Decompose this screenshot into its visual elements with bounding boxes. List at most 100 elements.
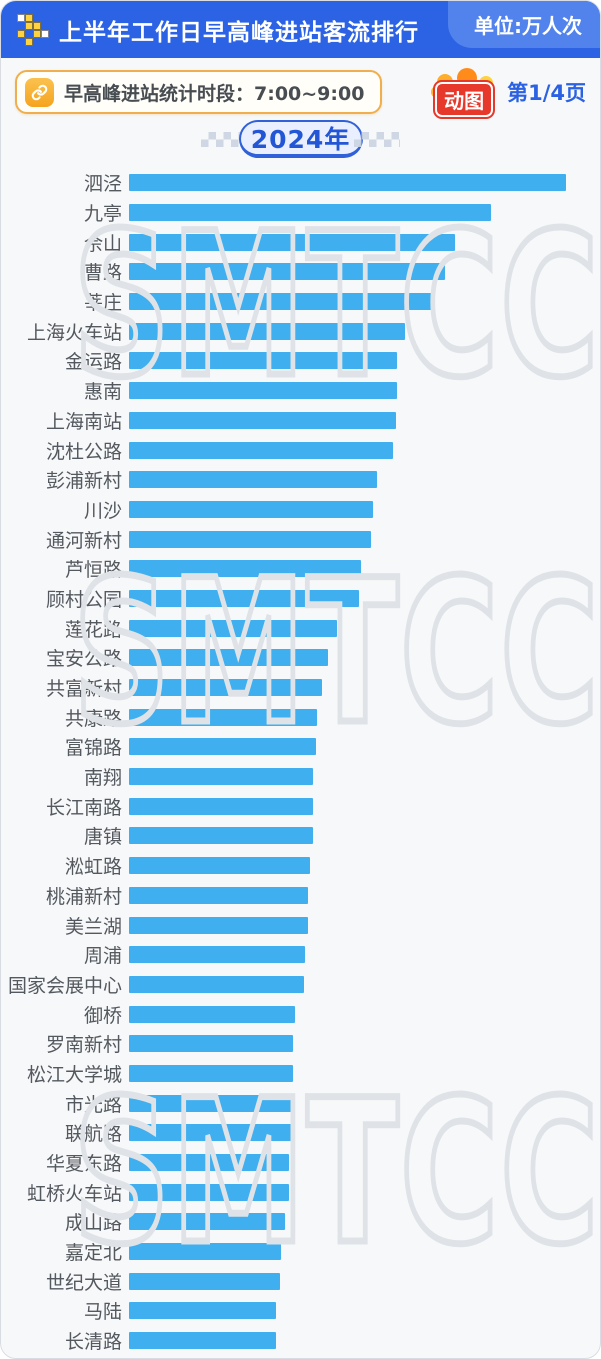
chart-row: 佘山 (1, 227, 600, 257)
station-bar[interactable] (129, 679, 323, 697)
chart-row: 成山路 (1, 1207, 600, 1237)
station-bar[interactable] (129, 441, 393, 459)
station-bar[interactable] (129, 619, 338, 637)
station-bar[interactable] (129, 204, 492, 222)
station-label: 莲花路 (64, 618, 122, 641)
unit-label: 单位:万人次 (474, 14, 582, 38)
station-bar[interactable] (129, 975, 304, 993)
station-label: 彭浦新村 (45, 470, 122, 493)
station-bar[interactable] (129, 293, 436, 311)
chart-row: 通河新村 (1, 524, 600, 554)
chart-row: 芦恒路 (1, 554, 600, 584)
station-bar[interactable] (129, 411, 397, 429)
station-bar[interactable] (129, 1064, 293, 1082)
station-bar[interactable] (129, 1302, 276, 1320)
chart-row: 惠南 (1, 376, 600, 406)
station-label: 嘉定北 (64, 1242, 122, 1265)
station-bar[interactable] (129, 174, 566, 192)
station-label: 御桥 (83, 1004, 122, 1027)
station-bar[interactable] (129, 382, 397, 400)
station-bar[interactable] (129, 352, 397, 370)
station-label: 桃浦新村 (45, 885, 122, 908)
animated-badge-label: 动图 (433, 80, 496, 119)
year-row: 2024年 (1, 118, 600, 164)
chart-row: 共康路 (1, 702, 600, 732)
chart-row: 松江大学城 (1, 1059, 600, 1089)
station-bar[interactable] (129, 1094, 293, 1112)
chart-row: 上海火车站 (1, 316, 600, 346)
chart-row: 曹路 (1, 257, 600, 287)
chart-row: 桃浦新村 (1, 881, 600, 911)
station-bar[interactable] (129, 857, 310, 875)
station-label: 马陆 (83, 1301, 122, 1324)
station-label: 惠南 (83, 381, 122, 404)
station-bar[interactable] (129, 1005, 296, 1023)
station-label: 国家会展中心 (7, 974, 122, 997)
chart-row: 莘庄 (1, 287, 600, 317)
year-badge[interactable]: 2024年 (238, 120, 363, 158)
station-bar[interactable] (129, 1183, 289, 1201)
time-range-text: 早高峰进站统计时段：7:00~9:00 (64, 82, 365, 105)
station-bar[interactable] (129, 1154, 289, 1172)
station-bar[interactable] (129, 1272, 280, 1290)
station-bar[interactable] (129, 768, 314, 786)
chart-row: 泗泾 (1, 168, 600, 198)
station-label: 长江南路 (45, 796, 122, 819)
station-bar[interactable] (129, 797, 314, 815)
station-bar[interactable] (129, 589, 359, 607)
chart-row: 嘉定北 (1, 1237, 600, 1267)
chart-row: 市光路 (1, 1088, 600, 1118)
station-label: 罗南新村 (45, 1034, 122, 1057)
station-bar[interactable] (129, 916, 308, 934)
station-bar[interactable] (129, 1243, 281, 1261)
page-number-label: 第1/4页 (507, 81, 586, 105)
station-bar[interactable] (129, 560, 361, 578)
page-indicator-area: 动图 第1/4页 (428, 63, 588, 119)
chart-row: 长清路 (1, 1326, 600, 1356)
station-bar[interactable] (129, 827, 313, 845)
station-label: 川沙 (83, 499, 122, 522)
station-bar[interactable] (129, 886, 308, 904)
station-bar[interactable] (129, 471, 378, 489)
chart-row: 宝安公路 (1, 643, 600, 673)
checker-decoration-right (354, 132, 400, 147)
station-label: 泗泾 (83, 173, 122, 196)
station-bar[interactable] (129, 946, 305, 964)
station-bar[interactable] (129, 1035, 294, 1053)
station-bar[interactable] (129, 322, 406, 340)
time-range-note: 早高峰进站统计时段：7:00~9:00 (15, 70, 383, 114)
bar-chart: 泗泾 九亭 佘山 曹路 莘庄 上海火车站 金运路 惠南 上海南站 沈杜公路 彭浦 (1, 168, 600, 1356)
station-bar[interactable] (129, 1213, 286, 1231)
station-label: 联航路 (64, 1123, 122, 1146)
chart-row: 罗南新村 (1, 1029, 600, 1059)
station-label: 曹路 (83, 262, 122, 285)
station-label: 松江大学城 (26, 1063, 122, 1086)
station-bar[interactable] (129, 738, 316, 756)
station-bar[interactable] (129, 500, 374, 518)
chart-row: 御桥 (1, 999, 600, 1029)
station-bar[interactable] (129, 1124, 293, 1142)
unit-tab: 单位:万人次 (448, 1, 600, 48)
station-bar[interactable] (129, 1332, 276, 1350)
station-label: 顾村公园 (45, 588, 122, 611)
station-bar[interactable] (129, 530, 372, 548)
station-label: 世纪大道 (45, 1271, 122, 1294)
station-bar[interactable] (129, 263, 446, 281)
station-label: 周浦 (83, 945, 122, 968)
chart-row: 世纪大道 (1, 1266, 600, 1296)
chart-row: 长江南路 (1, 791, 600, 821)
station-label: 共康路 (64, 707, 122, 730)
chart-row: 富锦路 (1, 732, 600, 762)
station-label: 长清路 (64, 1331, 122, 1354)
station-label: 通河新村 (45, 529, 122, 552)
station-bar[interactable] (129, 233, 455, 251)
station-label: 淞虹路 (64, 856, 122, 879)
station-label: 金运路 (64, 351, 122, 374)
chart-row: 南翔 (1, 762, 600, 792)
chart-row: 沈杜公路 (1, 435, 600, 465)
station-label: 虹桥火车站 (26, 1182, 122, 1205)
station-label: 上海南站 (45, 410, 122, 433)
station-bar[interactable] (129, 708, 318, 726)
pixel-mosaic-icon (17, 13, 49, 46)
station-bar[interactable] (129, 649, 328, 667)
